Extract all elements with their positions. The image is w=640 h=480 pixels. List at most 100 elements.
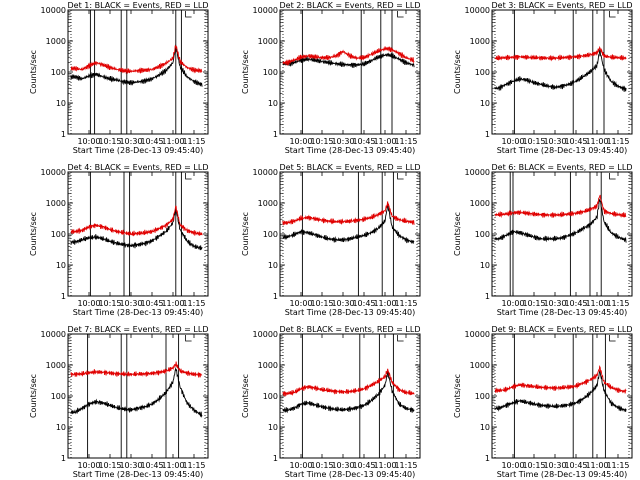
y-tick-label: 10 [56,261,66,270]
x-tick-label: 11:15 [606,461,629,470]
y-tick-label: 1000 [46,199,66,208]
plot-frame [67,9,209,135]
y-tick-label: 1 [485,292,490,301]
x-tick-label: 10:00 [289,137,312,146]
plot-frame [491,9,633,135]
x-tick-label: 10:15 [522,461,545,470]
x-tick-label: 11:15 [394,461,417,470]
y-tick-label: 10 [480,423,490,432]
chart-panel-1: 1 10 100 1000 10000 10:0010:1510:3010:4511:00… [29,1,209,155]
y-tick-label: 100 [475,68,490,77]
x-axis-label: Start Time (28-Dec-13 09:45:40) [497,308,628,317]
y-tick-label: 1 [61,130,66,139]
x-tick-label: 10:45 [564,137,587,146]
x-axis-label: Start Time (28-Dec-13 09:45:40) [73,146,204,155]
events-series-line [494,370,627,413]
chart-title: Det 8: BLACK = Events, RED = LLD [280,325,421,334]
y-tick-label: 1 [273,130,278,139]
y-tick-label: 100 [263,230,278,239]
chart-panel-5: 1 10 100 1000 10000 10:0010:1510:3010:4511:00… [241,163,421,317]
y-tick-label: 100 [51,230,66,239]
events-series-line [70,44,203,87]
x-tick-label: 11:00 [373,461,396,470]
x-tick-label: 11:15 [182,137,205,146]
lld-series-line [70,45,203,75]
chart-title: Det 2: BLACK = Events, RED = LLD [280,1,421,10]
x-tick-label: 10:30 [543,299,566,308]
y-tick-label: 1000 [258,361,278,370]
chart-panel-6: 1 10 100 1000 10000 10:0010:1510:3010:4511:00… [453,163,633,317]
x-tick-label: 11:15 [394,137,417,146]
lld-series-line [282,368,415,397]
y-tick-label: 1000 [470,37,490,46]
y-tick-label: 100 [475,392,490,401]
y-tick-label: 1000 [46,37,66,46]
chart-title: Det 7: BLACK = Events, RED = LLD [68,325,209,334]
y-tick-label: 10000 [253,6,278,15]
plot-frame [279,9,421,135]
plot-frame [491,171,633,297]
y-tick-label: 10 [56,423,66,432]
x-tick-label: 11:15 [606,137,629,146]
y-tick-label: 10000 [253,168,278,177]
x-tick-label: 11:15 [182,461,205,470]
chart-panel-8: 1 10 100 1000 10000 10:0010:1510:3010:4511:00… [241,325,421,479]
data-area [282,368,415,414]
bracket-mark [609,11,616,18]
y-tick-label: 10000 [41,168,66,177]
lld-series-line [494,45,627,62]
y-tick-label: 1000 [258,37,278,46]
x-tick-label: 10:15 [522,299,545,308]
bracket-mark [185,335,192,342]
y-tick-label: 10000 [465,330,490,339]
plot-frame [279,333,421,459]
y-axis-label: Counts/sec [241,212,250,256]
x-tick-label: 10:00 [77,461,100,470]
events-series-line [70,207,203,251]
x-tick-label: 10:00 [77,299,100,308]
x-tick-label: 10:30 [119,299,142,308]
x-axis-label: Start Time (28-Dec-13 09:45:40) [497,470,628,479]
lld-series-line [494,364,627,394]
x-tick-label: 10:00 [77,137,100,146]
x-tick-label: 10:30 [119,137,142,146]
x-tick-label: 10:45 [564,299,587,308]
events-series-line [70,366,203,418]
plot-frame [279,171,421,297]
x-axis-label: Start Time (28-Dec-13 09:45:40) [497,146,628,155]
y-tick-label: 10000 [465,6,490,15]
y-tick-label: 10000 [41,330,66,339]
lld-series-line [70,205,203,237]
x-tick-label: 10:45 [352,137,375,146]
x-tick-label: 10:45 [564,461,587,470]
bracket-mark [397,335,404,342]
lld-series-line [494,194,627,219]
x-tick-label: 10:15 [98,137,121,146]
y-tick-label: 10 [480,99,490,108]
bracket-mark [397,173,404,180]
y-tick-label: 10000 [253,330,278,339]
y-tick-label: 1000 [46,361,66,370]
bracket-mark [609,173,616,180]
x-tick-label: 10:30 [543,461,566,470]
x-tick-label: 10:15 [310,461,333,470]
y-tick-label: 1 [485,454,490,463]
events-series-line [282,203,415,244]
data-area [70,44,203,87]
y-axis-label: Counts/sec [241,374,250,418]
x-axis-label: Start Time (28-Dec-13 09:45:40) [285,146,416,155]
bracket-mark [185,173,192,180]
x-tick-label: 11:15 [606,299,629,308]
y-axis-label: Counts/sec [241,50,250,94]
data-area [494,364,627,413]
y-tick-label: 100 [51,392,66,401]
y-tick-label: 10 [268,99,278,108]
y-tick-label: 10000 [41,6,66,15]
x-axis-label: Start Time (28-Dec-13 09:45:40) [285,308,416,317]
lld-series-line [282,201,415,226]
chart-title: Det 5: BLACK = Events, RED = LLD [280,163,421,172]
chart-title: Det 9: BLACK = Events, RED = LLD [492,325,633,334]
x-tick-label: 10:00 [501,299,524,308]
chart-panel-2: 1 10 100 1000 10000 10:0010:1510:3010:4511:00… [241,1,421,155]
y-tick-label: 100 [263,392,278,401]
